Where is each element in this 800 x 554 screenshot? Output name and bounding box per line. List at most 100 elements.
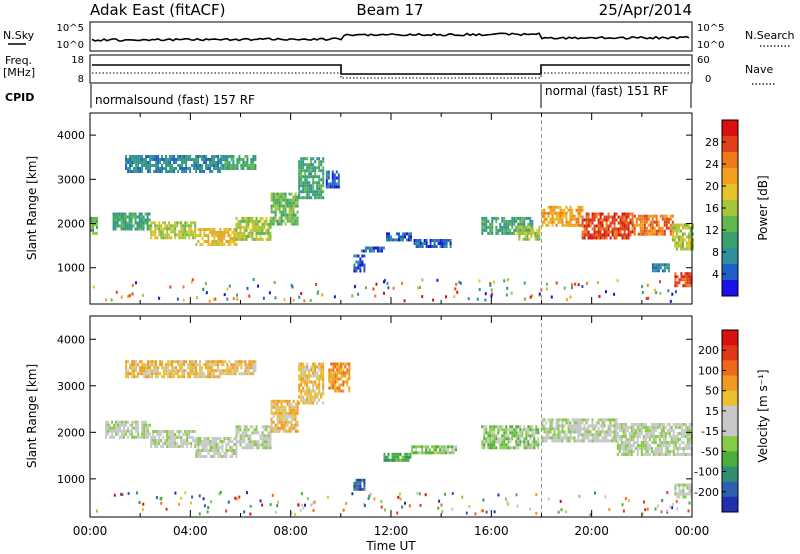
echo-cell [604,495,607,499]
echo-cell [575,223,578,227]
echo-cell [320,362,323,366]
echo-cell [631,212,634,216]
echo-cell [435,445,438,449]
echo-cell [290,283,293,287]
echo-cell [530,228,533,232]
echo-cell [355,254,358,258]
echo-cell [274,423,277,427]
echo-cell [253,219,256,223]
echo-cell [263,446,266,450]
echo-cell [169,360,172,364]
echo-cell [601,421,604,425]
echo-cell [577,418,580,422]
echo-cell [635,223,638,227]
echo-cell [499,425,502,429]
echo-cell [203,372,206,376]
echo-cell [589,236,592,240]
echo-cell [613,212,616,216]
echo-cell [690,278,693,282]
echo-cell [628,435,631,438]
echo-cell [209,170,212,173]
echo-cell [195,234,198,237]
echo-cell [234,167,237,170]
echo-cell [223,293,226,297]
echo-cell [652,423,655,426]
echo-cell [391,455,394,459]
echo-cell [227,440,230,443]
echo-cell [127,372,130,376]
echo-cell [201,170,204,173]
echo-cell [300,374,303,378]
echo-cell [678,486,681,490]
echo-cell [290,192,293,196]
echo-cell [250,372,253,376]
echo-cell [575,424,578,428]
echo-cell [288,192,291,196]
echo-cell [684,426,687,429]
echo-cell [644,435,647,438]
echo-cell [280,216,283,220]
echo-cell [290,426,293,430]
echo-cell [579,424,582,428]
echo-cell [677,229,680,233]
echo-cell [660,447,663,450]
echo-cell [667,289,670,293]
echo-cell [320,193,323,197]
echo-cell [507,443,510,447]
echo-cell [357,266,360,270]
echo-cell [269,219,272,223]
echo-cell [294,192,297,196]
echo-cell [304,377,307,381]
echo-cell [154,439,157,442]
echo-cell [419,242,422,245]
echo-cell [541,208,544,212]
echo-cell [300,398,303,402]
echo-cell [158,430,161,433]
echo-cell [294,429,297,433]
echo-cell [336,371,339,375]
echo-cell [194,224,197,228]
echo-cell [382,246,385,250]
echo-cell [253,225,256,229]
echo-cell [195,375,198,379]
echo-cell [620,441,623,444]
echo-cell [575,421,578,425]
echo-cell [254,366,257,370]
echo-cell [318,166,321,170]
echo-cell [553,439,556,443]
echo-cell [690,492,693,496]
echo-cell [193,363,196,367]
echo-cell [330,368,333,372]
echo-cell [105,429,107,433]
echo-cell [593,230,596,234]
echo-cell [583,218,586,222]
echo-cell [155,167,158,170]
echo-cell [579,418,582,422]
echo-cell [563,433,566,437]
echo-cell [213,369,216,373]
echo-cell [678,438,681,441]
echo-cell [249,425,252,429]
echo-cell [245,431,248,435]
echo-cell [121,493,124,497]
echo-cell [583,424,586,428]
echo-cell [583,430,586,434]
echo-cell [408,235,410,239]
echo-cell [201,155,204,158]
echo-cell [219,360,222,364]
echo-cell [501,231,504,235]
echo-cell [595,236,598,240]
echo-cell [316,371,319,375]
echo-cell [269,216,272,220]
echo-cell [117,420,119,424]
echo-cell [213,237,216,240]
echo-cell [300,377,303,381]
echo-cell [107,426,109,430]
echo-cell [164,236,167,240]
echo-cell [236,366,239,370]
echo-cell [653,229,656,233]
echo-cell [632,432,635,435]
echo-cell [561,418,564,422]
echo-cell [236,167,239,170]
echo-cell [292,201,295,205]
